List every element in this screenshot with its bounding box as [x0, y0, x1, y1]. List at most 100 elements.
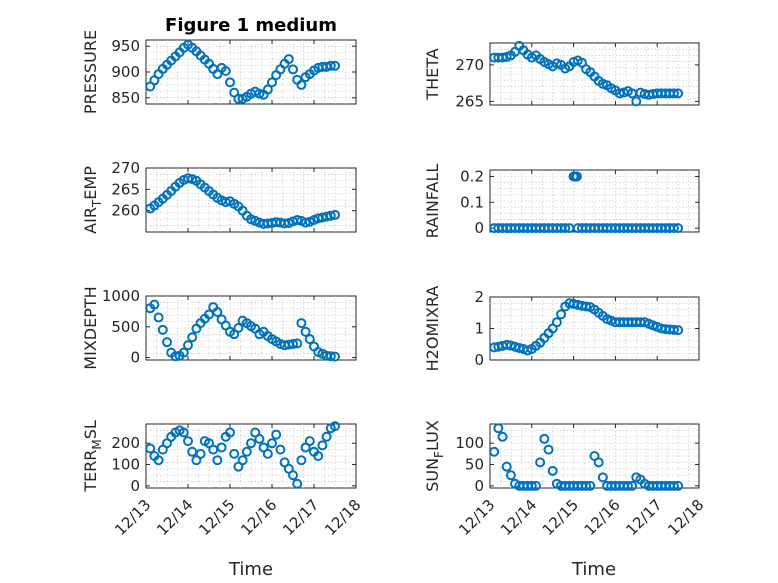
data-point [254, 433, 265, 444]
y-tick-label: 100 [455, 434, 484, 452]
data-point [145, 443, 156, 454]
data-point [304, 334, 315, 345]
x-tick-label: 12/14 [497, 496, 540, 539]
data-point [153, 455, 164, 466]
y-tick-label: 850 [111, 89, 140, 107]
data-point [288, 339, 298, 349]
data-point [212, 307, 223, 317]
data-point [149, 299, 160, 310]
data-point [330, 209, 340, 220]
y-tick-label: 200 [111, 434, 140, 452]
data-point [547, 465, 558, 476]
y-tick-label: 50 [465, 456, 484, 474]
data-point [330, 60, 340, 71]
data-point [571, 171, 582, 182]
y-tick-label: 900 [111, 63, 140, 81]
data-point [246, 438, 256, 449]
x-tick-label: 12/13 [111, 496, 154, 539]
data-point [237, 455, 248, 466]
data-point [288, 470, 298, 481]
data-point [220, 65, 231, 76]
x-axis-label-right: Time [571, 559, 616, 580]
data-point [183, 436, 193, 447]
x-tick-label: 12/18 [664, 496, 707, 539]
y-axis-label: SUNFLUX [423, 420, 446, 492]
data-point [267, 77, 277, 88]
data-point [216, 442, 227, 453]
y-tick-label: 1 [474, 320, 484, 338]
y-tick-label: 0.1 [460, 193, 484, 211]
data-point [178, 347, 189, 358]
x-tick-label: 12/16 [581, 496, 624, 539]
data-point [304, 436, 315, 447]
subplot-grid: 850 900 950 PRESSURE 265 270 THETA 260 265 270 AIR… [81, 30, 707, 539]
data-point [535, 457, 546, 468]
y-tick-label: 270 [111, 159, 140, 177]
data-point [330, 421, 340, 432]
y-axis-label: PRESSURE [81, 30, 100, 114]
data-point [514, 343, 525, 354]
y-tick-label: 270 [455, 56, 484, 74]
data-point [275, 444, 286, 455]
subplot-3: 260 265 270 AIRTEMP [81, 159, 357, 234]
y-tick-label: 0 [474, 351, 484, 369]
data-point [556, 309, 567, 320]
y-tick-label: 0.2 [460, 167, 484, 185]
data-point [292, 338, 303, 349]
data-point [325, 210, 336, 221]
data-point [581, 480, 592, 491]
x-tick-label: 12/13 [455, 496, 498, 539]
y-axis-label: H2OMIXRA [423, 286, 442, 372]
x-tick-label: 12/17 [279, 496, 322, 539]
y-tick-label: 100 [111, 456, 140, 474]
y-tick-label: 500 [111, 318, 140, 336]
y-tick-label: 950 [111, 37, 140, 55]
data-point [170, 351, 181, 362]
data-point [321, 431, 332, 442]
data-point [292, 478, 303, 489]
data-point [585, 480, 596, 491]
data-point [673, 88, 684, 99]
data-point [560, 223, 571, 234]
y-tick-label: 260 [111, 202, 140, 220]
data-point [195, 448, 206, 459]
data-point [187, 332, 198, 343]
data-point [668, 88, 679, 99]
data-point [325, 351, 336, 362]
data-point [212, 455, 223, 466]
data-point [668, 480, 679, 491]
data-point [296, 455, 307, 466]
y-tick-label: 0 [474, 477, 484, 495]
data-point [622, 480, 633, 491]
data-point [627, 480, 638, 491]
data-point [673, 325, 684, 336]
subplot-2: 265 270 THETA [423, 40, 700, 110]
data-point [157, 324, 168, 335]
data-point [493, 423, 504, 434]
data-point [283, 54, 294, 65]
data-point [178, 427, 189, 438]
y-axis-label: RAINFALL [423, 164, 442, 239]
data-point [668, 223, 679, 234]
data-point [153, 312, 164, 323]
figure-title: Figure 1 medium [165, 15, 337, 36]
data-point [225, 77, 235, 88]
data-point [501, 461, 512, 472]
data-point [262, 84, 273, 95]
data-point [267, 438, 277, 449]
data-point [551, 317, 562, 328]
y-tick-label: 1000 [102, 287, 140, 305]
data-point [317, 440, 328, 451]
y-tick-label: 0 [130, 349, 140, 367]
x-axis-label-left: Time [228, 559, 273, 580]
data-point [254, 88, 265, 99]
data-point [296, 318, 307, 329]
data-point [530, 480, 541, 491]
x-tick-label: 12/15 [195, 496, 238, 539]
subplot-4: 0 0.1 0.2 RAINFALL [423, 164, 700, 239]
data-point [673, 223, 684, 234]
x-tick-label: 12/17 [622, 496, 665, 539]
data-point [300, 217, 311, 228]
data-point [204, 309, 214, 320]
